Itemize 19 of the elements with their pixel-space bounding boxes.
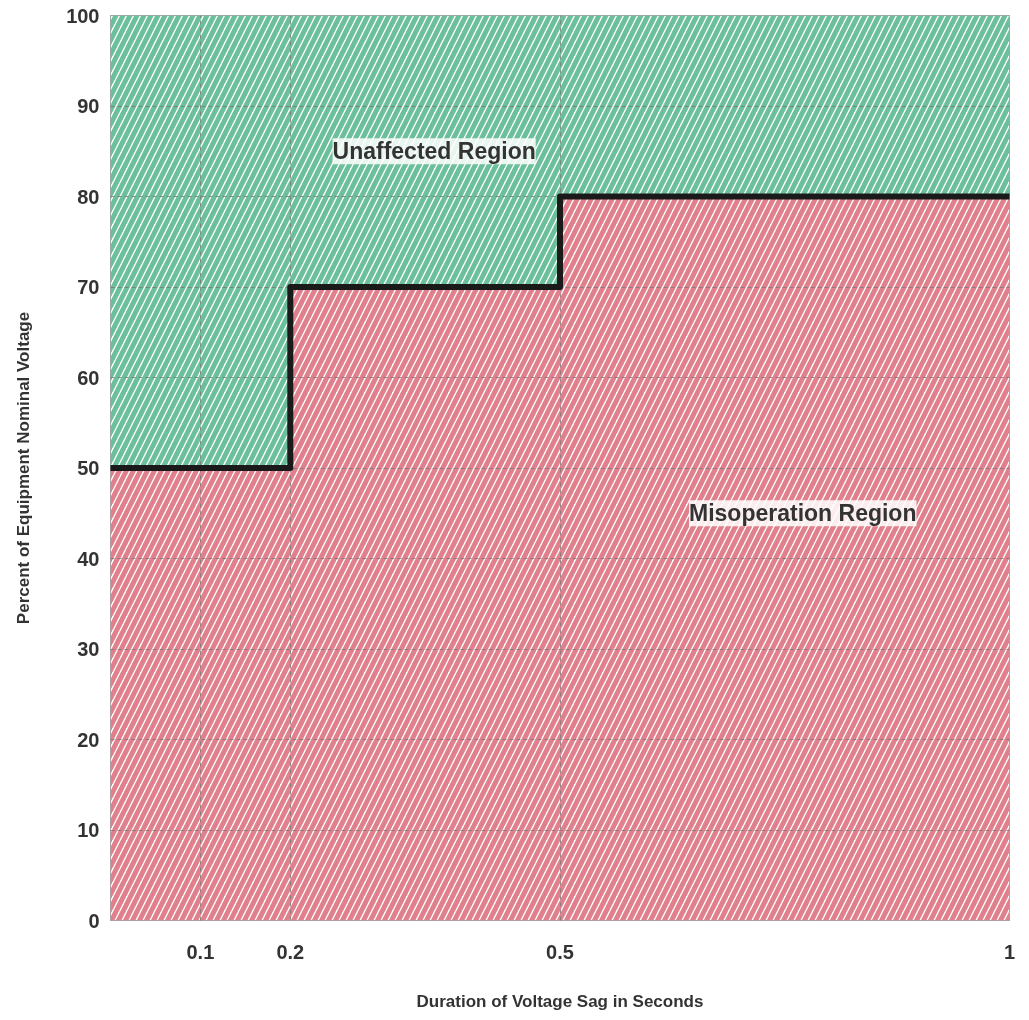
x-tick-label: 0.5 (546, 940, 574, 963)
annotation: Unaffected Region (332, 138, 536, 165)
x-tick-label: 1 (1003, 940, 1016, 963)
y-tick-label: 80 (77, 185, 100, 208)
y-tick-label: 60 (77, 366, 100, 389)
y-tick-label: 90 (77, 95, 100, 117)
x-axis-title: Duration of Voltage Sag in Seconds (416, 991, 704, 1011)
x-tick-label: 0.1 (186, 940, 215, 963)
y-tick-label: 0 (88, 909, 100, 932)
y-tick-label: 100 (66, 4, 100, 27)
y-tick-label: 40 (77, 547, 100, 570)
y-axis-title: Percent of Equipment Nominal Voltage (14, 311, 34, 625)
annotation: Misoperation Region (689, 500, 917, 527)
y-tick-label: 30 (77, 638, 100, 660)
y-tick-label: 20 (77, 728, 100, 751)
y-tick-label: 50 (77, 457, 100, 479)
x-tick-label: 0.2 (276, 940, 305, 963)
y-tick-label: 10 (77, 819, 100, 841)
y-tick-label: 70 (77, 276, 100, 298)
